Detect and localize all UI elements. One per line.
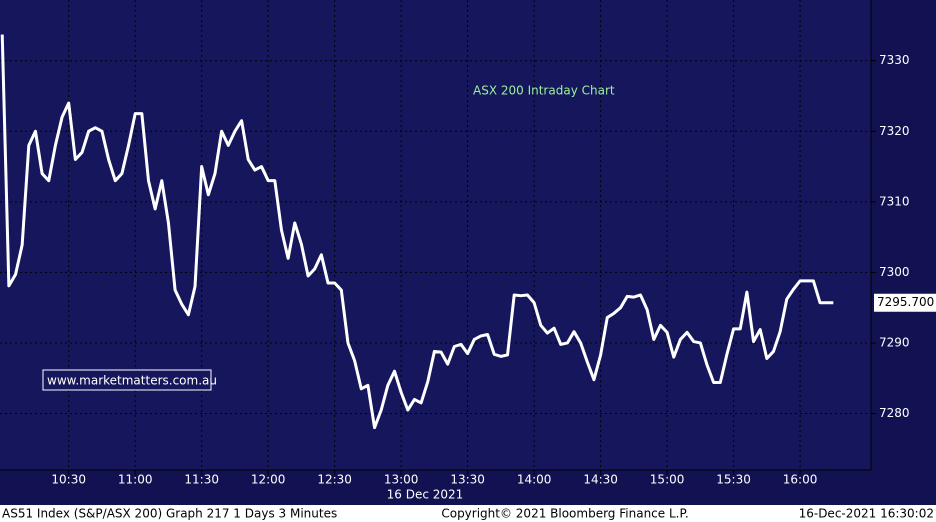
y-tick-label: 7300 <box>879 265 910 279</box>
watermark: www.marketmatters.com.au <box>47 374 217 388</box>
y-tick-label: 7320 <box>879 124 910 138</box>
x-tick-label: 12:00 <box>251 473 286 487</box>
last-price-box <box>874 293 936 312</box>
chart-title: ASX 200 Intraday Chart <box>473 84 615 98</box>
y-tick-label: 7290 <box>879 335 910 349</box>
price-line <box>0 34 834 430</box>
x-axis-label: 16 Dec 2021 <box>387 488 464 502</box>
x-tick-label: 15:30 <box>716 473 751 487</box>
footer-right: 16-Dec-2021 16:30:02 <box>799 507 934 521</box>
x-tick-label: 10:30 <box>51 473 86 487</box>
x-tick-label: 14:00 <box>517 473 552 487</box>
x-tick-label: 11:00 <box>118 473 153 487</box>
x-tick-label: 13:30 <box>450 473 485 487</box>
y-tick-label: 7330 <box>879 53 910 67</box>
grid <box>0 0 871 470</box>
footer-bar <box>0 505 936 522</box>
last-price-label: 7295.700 <box>877 295 934 309</box>
footer-left: AS51 Index (S&P/ASX 200) Graph 217 1 Day… <box>2 507 337 521</box>
plot-area <box>0 0 871 470</box>
watermark-box <box>42 369 212 391</box>
x-tick-label: 16:00 <box>783 473 818 487</box>
x-tick-label: 11:30 <box>184 473 219 487</box>
x-tick-label: 12:30 <box>317 473 352 487</box>
y-tick-label: 7310 <box>879 194 910 208</box>
x-tick-label: 14:30 <box>583 473 618 487</box>
y-tick-label: 7280 <box>879 406 910 420</box>
x-tick-label: 13:00 <box>384 473 419 487</box>
footer-center: Copyright© 2021 Bloomberg Finance L.P. <box>441 507 688 521</box>
x-tick-label: 15:00 <box>650 473 685 487</box>
